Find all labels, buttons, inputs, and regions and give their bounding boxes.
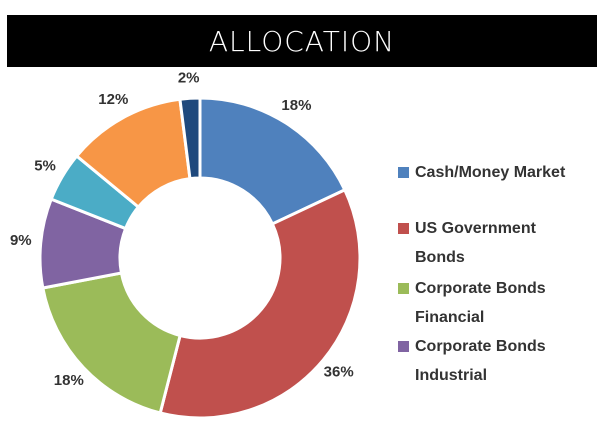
- data-label: 36%: [324, 364, 354, 381]
- legend-label: US Government Bonds: [415, 220, 536, 266]
- donut-segment: [158, 187, 362, 420]
- donut-segment: [178, 96, 202, 181]
- legend-swatch: [398, 283, 409, 294]
- legend-item: Cash/Money Market: [398, 158, 603, 187]
- data-label: 5%: [34, 157, 56, 174]
- legend-swatch: [398, 167, 409, 178]
- legend-swatch: [398, 341, 409, 352]
- legend-item: US Government Bonds: [398, 214, 603, 272]
- donut-segment: [198, 96, 347, 226]
- legend-label: Corporate Bonds Financial: [415, 280, 546, 326]
- legend-swatch: [398, 223, 409, 234]
- legend-label: Cash/Money Market: [415, 164, 566, 181]
- data-label: 18%: [54, 372, 84, 389]
- legend-item: Corporate Bonds Financial: [398, 274, 603, 332]
- data-label: 2%: [178, 69, 200, 86]
- legend-label: Corporate Bonds Industrial: [415, 338, 546, 384]
- legend-item: Corporate Bonds Industrial: [398, 332, 603, 390]
- data-label: 18%: [281, 97, 311, 114]
- chart-title: ALLOCATION: [7, 15, 597, 67]
- data-label: 12%: [98, 91, 128, 108]
- data-label: 9%: [10, 232, 32, 249]
- donut-segment: [41, 271, 182, 415]
